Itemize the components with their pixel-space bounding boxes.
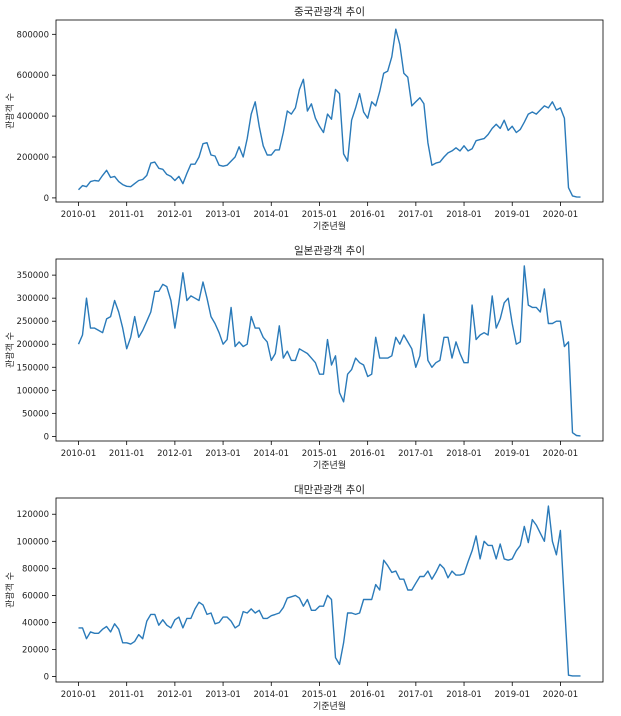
x-tick-label: 2013-01 <box>205 690 241 700</box>
y-axis-label: 관광객 수 <box>4 332 16 368</box>
y-tick-label: 100000 <box>17 537 49 547</box>
x-tick-label: 2011-01 <box>109 210 145 220</box>
x-tick-label: 2010-01 <box>61 210 97 220</box>
y-tick-label: 200000 <box>17 340 49 350</box>
y-tick-label: 100000 <box>17 386 49 396</box>
x-tick-label: 2019-01 <box>494 690 530 700</box>
x-tick-label: 2012-01 <box>157 449 193 459</box>
x-tick-label: 2015-01 <box>302 210 338 220</box>
y-tick-label: 300000 <box>17 294 49 304</box>
x-tick-label: 2018-01 <box>446 210 482 220</box>
y-tick-label: 0 <box>44 194 49 204</box>
series-line <box>78 505 581 677</box>
x-tick-label: 2020-01 <box>543 449 579 459</box>
x-tick-label: 2019-01 <box>494 449 530 459</box>
x-tick-label: 2015-01 <box>302 449 338 459</box>
y-tick-label: 350000 <box>17 271 49 281</box>
x-axis-label: 기준년월 <box>313 700 346 712</box>
x-tick-label: 2020-01 <box>543 210 579 220</box>
y-tick-label: 80000 <box>22 564 49 574</box>
x-tick-label: 2014-01 <box>254 210 290 220</box>
x-tick-label: 2011-01 <box>109 690 145 700</box>
x-tick-label: 2015-01 <box>302 690 338 700</box>
y-tick-label: 150000 <box>17 363 49 373</box>
y-tick-label: 400000 <box>17 112 49 122</box>
x-tick-label: 2018-01 <box>446 690 482 700</box>
x-tick-label: 2016-01 <box>350 449 386 459</box>
y-tick-label: 60000 <box>22 591 49 601</box>
y-tick-label: 200000 <box>17 153 49 163</box>
chart-2: 일본관광객 추이 0 50000 100000 150000 200000 250000 30… <box>4 244 604 471</box>
x-tick-label: 2013-01 <box>205 210 241 220</box>
plot-frame <box>55 19 604 203</box>
y-axis-label: 관광객 수 <box>4 93 16 129</box>
x-tick-label: 2020-01 <box>543 690 579 700</box>
y-tick-label: 50000 <box>22 409 49 419</box>
x-axis-label: 기준년월 <box>313 459 346 471</box>
plot-frame <box>55 258 604 442</box>
x-tick-label: 2010-01 <box>61 690 97 700</box>
x-tick-label: 2018-01 <box>446 449 482 459</box>
chart-title: 대만관광객 추이 <box>294 484 365 496</box>
y-tick-label: 600000 <box>17 71 49 81</box>
y-tick-label: 40000 <box>22 618 49 628</box>
y-tick-label: 250000 <box>17 317 49 327</box>
x-tick-label: 2016-01 <box>350 210 386 220</box>
y-axis-label: 관광객 수 <box>4 572 16 608</box>
y-tick-label: 120000 <box>17 510 49 520</box>
x-tick-label: 2011-01 <box>109 449 145 459</box>
chart-title: 일본관광객 추이 <box>294 244 365 257</box>
chart-1: 중국관광객 추이 0 200000 400000 600000 800000 2010-01… <box>4 6 604 232</box>
series-line <box>77 265 581 437</box>
x-tick-label: 2010-01 <box>61 449 97 459</box>
x-tick-label: 2019-01 <box>494 210 530 220</box>
x-tick-label: 2013-01 <box>205 449 241 459</box>
series-line <box>77 28 581 198</box>
x-tick-label: 2014-01 <box>254 449 290 459</box>
x-tick-label: 2017-01 <box>398 690 434 700</box>
x-tick-label: 2012-01 <box>157 690 193 700</box>
x-tick-label: 2017-01 <box>398 449 434 459</box>
x-tick-label: 2016-01 <box>350 690 386 700</box>
x-tick-label: 2014-01 <box>254 690 290 700</box>
y-tick-label: 0 <box>44 673 49 683</box>
plot-frame <box>55 497 604 683</box>
chart-3: 대만관광객 추이 0 20000 40000 60000 80000 100000 12000… <box>4 484 604 712</box>
y-tick-label: 20000 <box>22 646 49 656</box>
x-tick-label: 2012-01 <box>157 210 193 220</box>
x-axis-label: 기준년월 <box>313 220 346 232</box>
x-tick-label: 2017-01 <box>398 210 434 220</box>
chart-title: 중국관광객 추이 <box>294 6 365 18</box>
y-tick-label: 0 <box>44 432 49 442</box>
y-tick-label: 800000 <box>17 30 49 40</box>
